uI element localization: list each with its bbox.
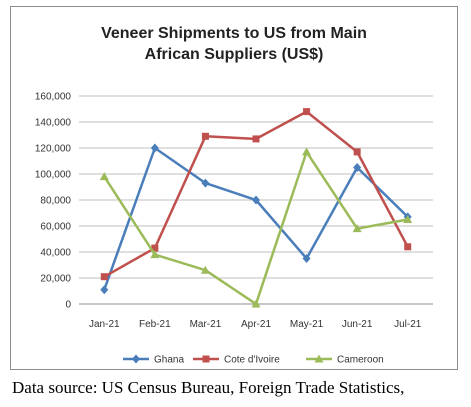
- y-tick-label: 80,000: [40, 196, 71, 207]
- chart-title-line-1: Veneer Shipments to US from Main: [101, 25, 367, 42]
- data-point-ghana: [252, 195, 260, 205]
- data-point-cote-d-ivoire: [252, 135, 260, 143]
- data-point-cameroon: [352, 224, 362, 233]
- data-point-cote-d-ivoire: [151, 244, 159, 252]
- x-tick-label: Mar-21: [190, 319, 222, 330]
- y-tick-label: 20,000: [40, 274, 71, 285]
- y-tick-label: 40,000: [40, 248, 71, 259]
- data-point-cote-d-ivoire: [353, 148, 361, 156]
- data-point-ghana: [353, 163, 362, 172]
- data-point-ghana: [100, 285, 109, 295]
- x-tick-label: Jul-21: [394, 319, 422, 330]
- chart-title-line-2: African Suppliers (US$): [144, 46, 324, 63]
- legend-marker-cameroon: [314, 354, 324, 363]
- legend-label-cote-d-ivoire: Cote d'Ivoire: [224, 355, 280, 366]
- data-point-cote-d-ivoire: [100, 273, 108, 281]
- chart-title: Veneer Shipments to US from Main African…: [11, 23, 457, 65]
- legend-marker-ghana: [132, 354, 140, 364]
- y-tick-label: 120,000: [35, 144, 72, 155]
- x-tick-label: Jun-21: [342, 319, 373, 330]
- y-tick-label: 0: [65, 300, 71, 311]
- x-tick-label: Apr-21: [241, 319, 271, 330]
- data-point-cameroon: [200, 265, 210, 274]
- data-point-cameroon: [251, 299, 261, 308]
- data-point-ghana: [201, 178, 210, 188]
- data-point-cameroon: [302, 147, 312, 156]
- series-line-cameroon: [103, 150, 408, 306]
- line-chart: 0 20,000 40,000 60,000 80,000 100,000 120,000 1…: [35, 92, 433, 366]
- x-tick-label: Feb-21: [139, 319, 171, 330]
- data-point-cameroon: [150, 250, 160, 259]
- legend-marker-cote-d-ivoire: [202, 355, 210, 363]
- legend-label-ghana: Ghana: [154, 355, 184, 366]
- series-line-ghana: [103, 146, 409, 291]
- x-tick-label: Jan-21: [89, 319, 120, 330]
- data-point-cameroon: [99, 172, 109, 181]
- data-point-cote-d-ivoire: [404, 243, 412, 251]
- y-tick-label: 140,000: [35, 118, 72, 129]
- data-point-ghana: [302, 254, 311, 263]
- legend-label-cameroon: Cameroon: [337, 355, 384, 366]
- x-tick-label: May-21: [290, 319, 324, 330]
- data-point-cote-d-ivoire: [303, 108, 311, 116]
- y-tick-label: 160,000: [35, 92, 72, 103]
- chart-frame: Veneer Shipments to US from Main African…: [10, 6, 458, 370]
- y-tick-label: 60,000: [40, 222, 71, 233]
- y-tick-label: 100,000: [35, 170, 72, 181]
- data-point-cote-d-ivoire: [201, 132, 209, 140]
- data-point-ghana: [150, 143, 159, 153]
- source-note: Data source: US Census Bureau, Foreign T…: [12, 378, 405, 397]
- data-point-cameroon: [403, 215, 413, 223]
